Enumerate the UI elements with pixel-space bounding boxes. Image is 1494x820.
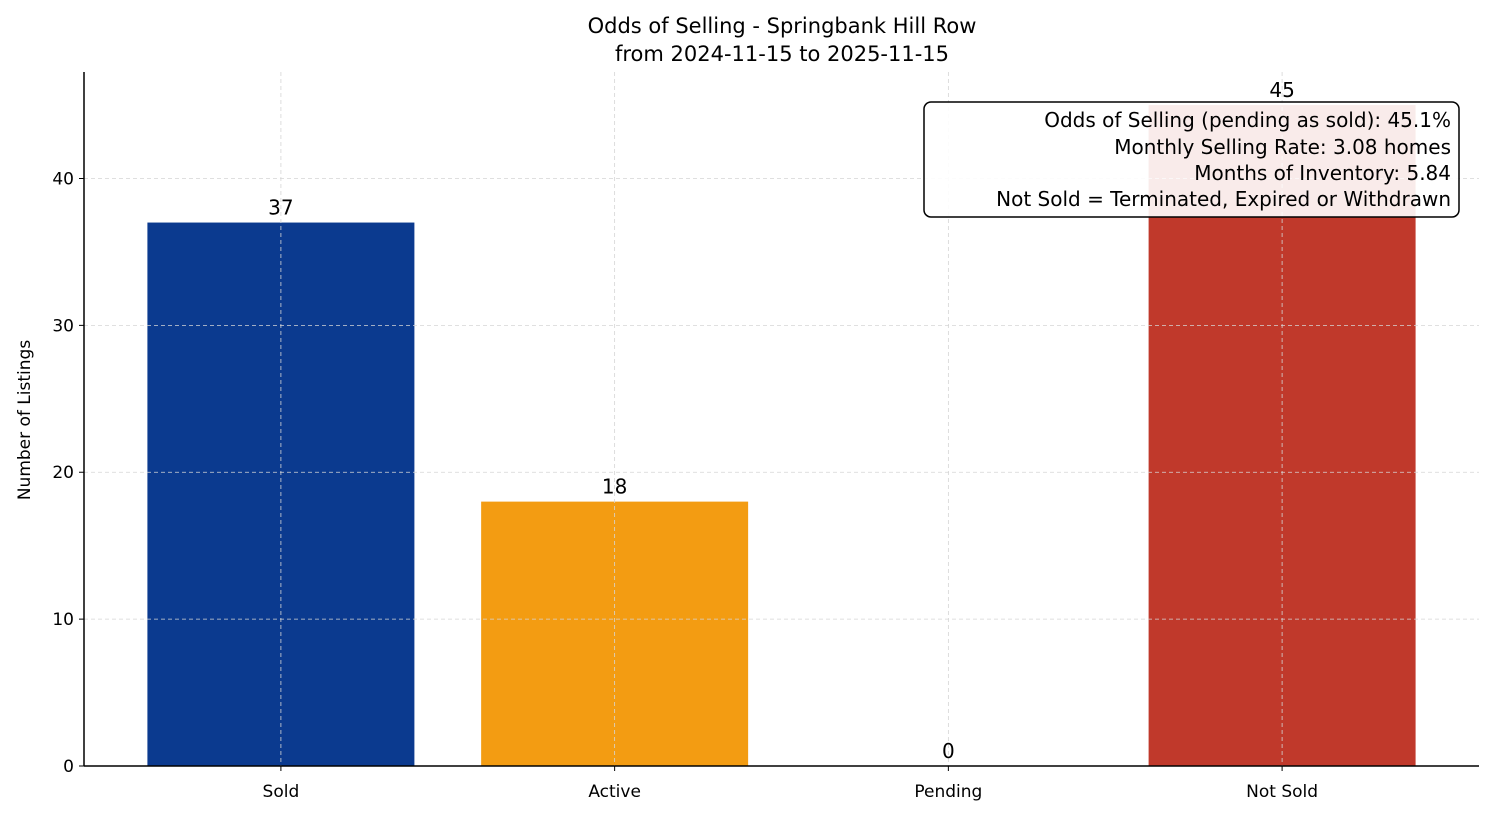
x-tick-label: Not Sold xyxy=(1246,782,1318,802)
annotation-line: Months of Inventory: 5.84 xyxy=(1194,161,1451,185)
x-tick-label: Sold xyxy=(263,782,300,802)
x-tick-label: Pending xyxy=(914,782,982,802)
annotation-box: Odds of Selling (pending as sold): 45.1%… xyxy=(923,101,1460,218)
annotation-line: Monthly Selling Rate: 3.08 homes xyxy=(1114,135,1451,159)
y-tick-label: 40 xyxy=(52,169,74,189)
y-tick-label: 0 xyxy=(63,757,74,777)
axes: 0 10 20 30 40 Sold Active Pending Not Sold xyxy=(52,72,1479,802)
y-tick-label: 10 xyxy=(52,610,74,630)
data-label: 18 xyxy=(602,475,627,499)
annotation-line: Not Sold = Terminated, Expired or Withdr… xyxy=(996,187,1451,211)
data-label: 0 xyxy=(942,739,955,763)
chart-subtitle: from 2024-11-15 to 2025-11-15 xyxy=(615,42,949,66)
data-label: 45 xyxy=(1269,78,1294,102)
y-axis-label: Number of Listings xyxy=(15,340,35,500)
data-label: 37 xyxy=(268,196,293,220)
annotation-box-bg xyxy=(923,101,1460,218)
y-tick-label: 30 xyxy=(52,316,74,336)
chart-title: Odds of Selling - Springbank Hill Row xyxy=(588,14,977,38)
y-tick-label: 20 xyxy=(52,463,74,483)
x-tick-label: Active xyxy=(588,782,641,802)
annotation-line: Odds of Selling (pending as sold): 45.1% xyxy=(1044,108,1451,132)
data-labels: 37 18 0 45 xyxy=(268,78,1295,763)
